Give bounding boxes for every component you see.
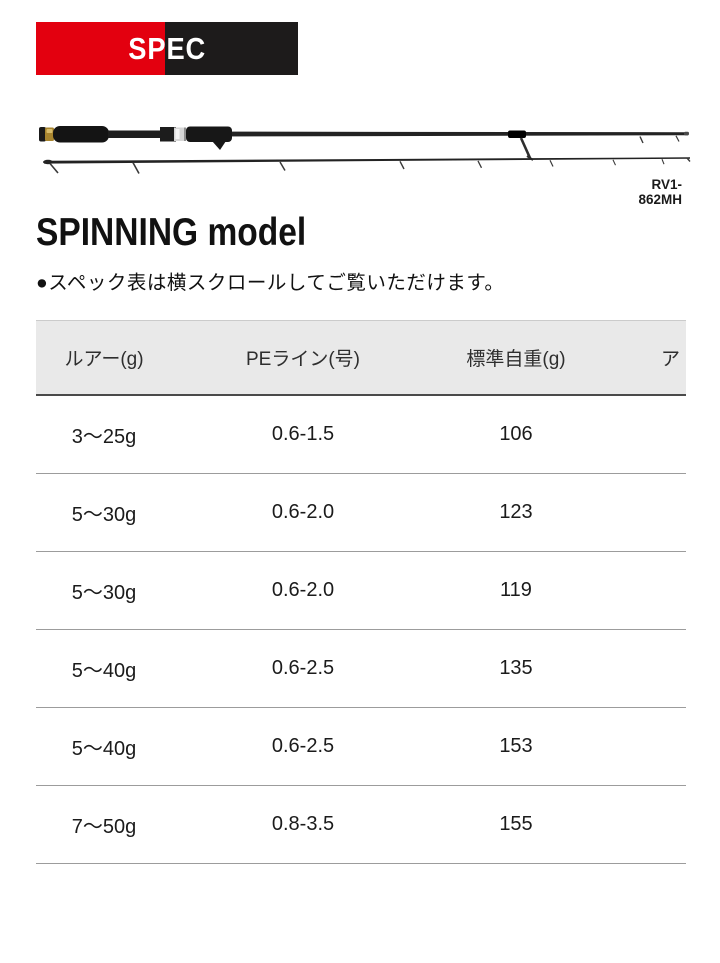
- rod-upper-section: [39, 126, 689, 161]
- lure-value: 7〜50g: [71, 816, 137, 838]
- pe-line-value: 0.8-3.5: [271, 813, 335, 835]
- android-nav-bar: [0, 880, 720, 963]
- pe-line-value: 0.6-2.0: [271, 501, 335, 523]
- rod-product-image: [39, 126, 691, 174]
- column-header-clipped: ア: [661, 349, 681, 370]
- scroll-hint-note: ●スペック表は横スクロールしてご覧いただけます。: [36, 272, 505, 294]
- clipped-value: [598, 630, 686, 707]
- weight-value: 135: [499, 657, 533, 679]
- spec-banner-red-block: [36, 22, 165, 75]
- clipped-value: [598, 474, 686, 551]
- column-header-pe-line: PEライン(号): [245, 349, 360, 370]
- table-row: 5〜40g 0.6-2.5 135: [36, 630, 686, 708]
- clipped-value: [598, 396, 686, 473]
- lure-value: 5〜30g: [71, 582, 137, 604]
- column-header-lure: ルアー(g): [64, 349, 144, 370]
- rod-lower-section: [43, 157, 691, 174]
- spec-banner-black-block: [165, 22, 298, 75]
- pe-line-value: 0.6-2.0: [271, 579, 335, 601]
- weight-value: 155: [499, 813, 533, 835]
- clipped-value: [598, 552, 686, 629]
- lure-value: 5〜30g: [71, 504, 137, 526]
- weight-value: 123: [499, 501, 533, 523]
- spec-table-scroll-area[interactable]: ルアー(g) PEライン(号) 標準自重(g) ア 3〜25g 0.6-1.5 …: [36, 320, 686, 864]
- clipped-value: [598, 708, 686, 785]
- table-row: 5〜30g 0.6-2.0 119: [36, 552, 686, 630]
- column-header-weight: 標準自重(g): [466, 349, 566, 370]
- section-title: SPINNING model: [36, 211, 307, 254]
- weight-value: 119: [500, 579, 532, 601]
- table-row: 7〜50g 0.8-3.5 155: [36, 786, 686, 864]
- pe-line-value: 0.6-2.5: [271, 735, 335, 757]
- table-row: 3〜25g 0.6-1.5 106: [36, 396, 686, 474]
- pe-line-value: 0.6-1.5: [271, 423, 335, 445]
- spec-banner: SPEC: [36, 22, 298, 75]
- clipped-value: [598, 786, 686, 863]
- weight-value: 153: [499, 735, 533, 757]
- table-row: 5〜40g 0.6-2.5 153: [36, 708, 686, 786]
- lure-value: 3〜25g: [71, 426, 137, 448]
- spec-banner-label: SPEC: [128, 30, 206, 66]
- rod-model-label: RV1-862MH: [638, 177, 682, 207]
- spec-table-header-row: ルアー(g) PEライン(号) 標準自重(g) ア: [36, 320, 686, 396]
- table-row: 5〜30g 0.6-2.0 123: [36, 474, 686, 552]
- weight-value: 106: [499, 423, 533, 445]
- lure-value: 5〜40g: [71, 738, 137, 760]
- pe-line-value: 0.6-2.5: [271, 657, 335, 679]
- lure-value: 5〜40g: [71, 660, 137, 682]
